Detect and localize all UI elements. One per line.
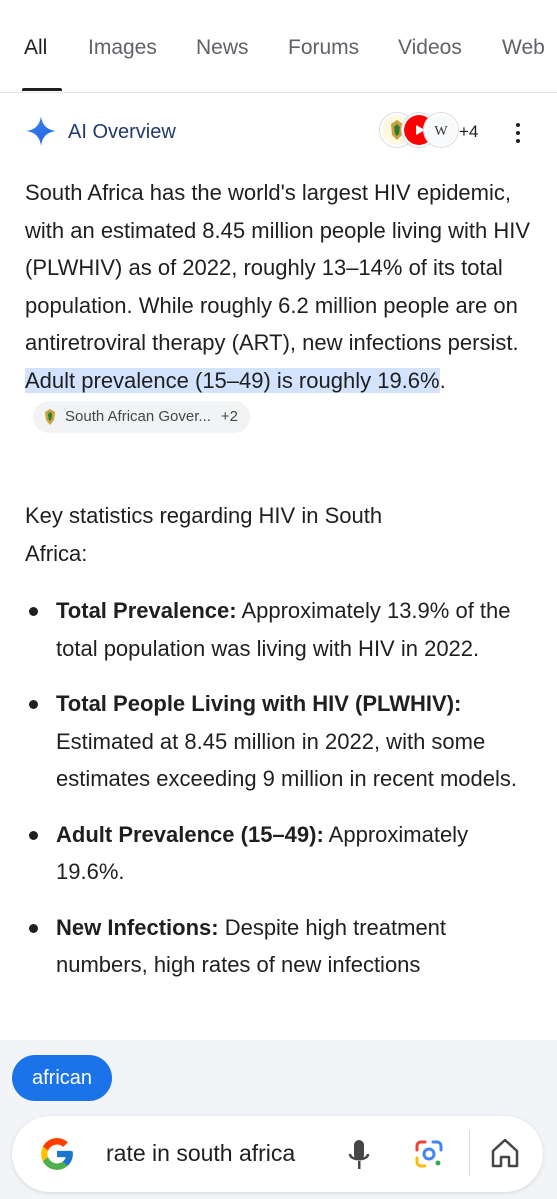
search-bar-divider: [469, 1130, 470, 1176]
key-stats-heading: Key statistics regarding HIV in South Af…: [25, 503, 383, 566]
microphone-icon[interactable]: [348, 1138, 370, 1172]
source-avatars[interactable]: W: [380, 113, 460, 147]
gemini-sparkle-icon: [26, 116, 56, 146]
source-chip[interactable]: South African Gover... +2: [33, 401, 251, 434]
google-logo-icon: [41, 1138, 73, 1170]
list-item: Total People Living with HIV (PLWHIV): E…: [25, 685, 540, 798]
key-stats-list: Total Prevalence: Approximately 13.9% of…: [25, 592, 540, 1002]
bullet-text: Approximately 13.9% of the total populat…: [56, 598, 511, 661]
source-chip-label: South African Gover...: [65, 408, 211, 426]
suggestion-chip[interactable]: african: [12, 1055, 113, 1101]
google-lens-icon[interactable]: [413, 1138, 445, 1170]
search-bar[interactable]: rate in south africa: [12, 1116, 543, 1192]
tab-forums[interactable]: Forums: [288, 36, 360, 59]
bullet-text: Despite high treatment numbers, high rat…: [56, 914, 447, 978]
ai-overview-header: AI Overview W +4: [0, 110, 557, 154]
svg-text:W: W: [434, 124, 448, 139]
wikipedia-source-icon: W: [424, 113, 458, 147]
bullet-dot: [29, 923, 38, 933]
search-query[interactable]: rate in south africa: [106, 1140, 296, 1166]
bullet-dot: [29, 607, 38, 616]
home-icon[interactable]: [489, 1136, 521, 1170]
more-options-icon[interactable]: [508, 121, 528, 145]
tab-news[interactable]: News: [196, 36, 249, 59]
summary-tail: .: [439, 367, 446, 393]
ai-overview-summary: South Africa has the world's largest HIV…: [25, 174, 535, 437]
source-chip-more: +2: [220, 408, 239, 426]
bullet-title: Adult Prevalence (15–49):: [56, 821, 324, 847]
tab-all[interactable]: All: [24, 36, 48, 59]
summary-text: South Africa has the world's largest HIV…: [25, 180, 531, 355]
list-item: Adult Prevalence (15–49): Approximately …: [25, 816, 540, 891]
tab-web[interactable]: Web: [502, 36, 545, 59]
search-tabs: All Images News Forums Videos Web: [0, 0, 557, 93]
list-item: New Infections: Despite high treatment n…: [25, 909, 540, 984]
bullet-title: Total People Living with HIV (PLWHIV):: [56, 691, 462, 716]
ai-overview-title: AI Overview: [68, 121, 176, 143]
tab-videos[interactable]: Videos: [398, 36, 462, 59]
bullet-title: Total Prevalence:: [56, 598, 237, 623]
bullet-dot: [29, 830, 38, 840]
bullet-text: Estimated at 8.45 million in 2022, with …: [56, 728, 518, 792]
active-tab-indicator: [22, 88, 62, 91]
tab-images[interactable]: Images: [88, 36, 157, 59]
bullet-text: Approximately 19.6%.: [56, 821, 469, 885]
coat-of-arms-icon: [45, 409, 55, 426]
list-item: Total Prevalence: Approximately 13.9% of…: [25, 592, 540, 667]
bullet-dot: [29, 700, 38, 709]
more-sources-count[interactable]: +4: [459, 122, 479, 141]
highlighted-claim[interactable]: Adult prevalence (15–49) is roughly 19.6…: [25, 367, 440, 393]
bullet-title: New Infections:: [56, 914, 219, 940]
